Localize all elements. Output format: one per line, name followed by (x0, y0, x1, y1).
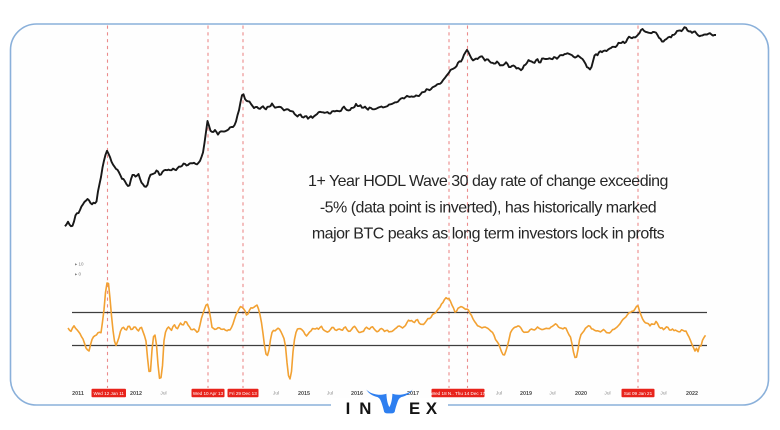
svg-text:Jul: Jul (160, 391, 166, 397)
svg-text:2015: 2015 (298, 391, 310, 397)
svg-text:Jul: Jul (660, 391, 666, 397)
svg-text:▸ 10: ▸ 10 (75, 262, 84, 267)
svg-text:2019: 2019 (520, 391, 532, 397)
svg-text:Jul: Jul (496, 391, 502, 397)
svg-text:Jul: Jul (273, 391, 279, 397)
svg-text:X: X (426, 399, 438, 418)
svg-text:Wed 18 N.. Thu 14 Dec 17: Wed 18 N.. Thu 14 Dec 17 (431, 391, 486, 396)
svg-text:Wed 10 Apr 13: Wed 10 Apr 13 (193, 391, 224, 396)
svg-text:Jul: Jul (327, 391, 333, 397)
svg-text:2020: 2020 (575, 391, 587, 397)
svg-text:E: E (409, 399, 420, 418)
svg-text:-5% (data point is inverted),: -5% (data point is inverted), has histor… (320, 199, 656, 216)
svg-text:Sat 09 Jan 21: Sat 09 Jan 21 (624, 391, 653, 396)
svg-text:2017: 2017 (407, 391, 419, 397)
svg-text:Fri 29 Dec 13: Fri 29 Dec 13 (229, 391, 257, 396)
svg-text:Jul: Jul (549, 391, 555, 397)
svg-text:Wed 12 Jan 11: Wed 12 Jan 11 (94, 391, 125, 396)
svg-text:I: I (346, 399, 351, 418)
svg-text:2012: 2012 (130, 391, 142, 397)
svg-text:major BTC peaks as long term i: major BTC peaks as long term investors l… (312, 226, 665, 243)
svg-text:▸ 0: ▸ 0 (75, 272, 82, 277)
svg-text:2016: 2016 (351, 391, 363, 397)
svg-text:2022: 2022 (686, 391, 698, 397)
svg-text:Jul: Jul (604, 391, 610, 397)
svg-text:N: N (359, 399, 371, 418)
svg-text:1+ Year HODL Wave 30 day rate: 1+ Year HODL Wave 30 day rate of change … (308, 173, 668, 190)
svg-text:2011: 2011 (72, 391, 84, 397)
